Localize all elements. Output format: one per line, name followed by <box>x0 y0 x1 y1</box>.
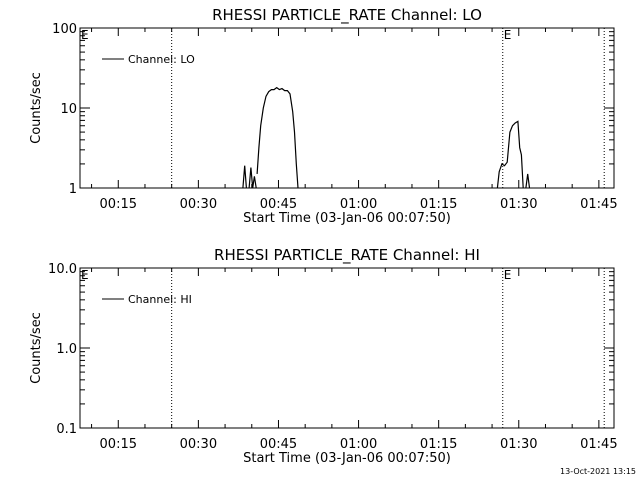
footer-timestamp: 13-Oct-2021 13:15 <box>560 467 636 476</box>
y-axis-label: Counts/sec <box>29 312 44 384</box>
y-tick-label: 100 <box>52 22 77 37</box>
legend-entry: Channel: LO <box>128 53 195 66</box>
x-tick-label: 00:15 <box>100 197 137 212</box>
plot-frame <box>79 267 615 429</box>
data-series-line <box>525 173 531 188</box>
x-axis-label: Start Time (03-Jan-06 00:07:50) <box>243 451 451 466</box>
x-tick-label: 00:45 <box>260 197 297 212</box>
x-tick-label: 00:15 <box>100 437 137 452</box>
y-tick-label: 0.1 <box>56 422 77 437</box>
chart-title: RHESSI PARTICLE_RATE Channel: HI <box>214 246 480 265</box>
x-tick-label: 00:30 <box>180 197 217 212</box>
edge-label: E <box>81 28 89 42</box>
edge-label: E <box>81 268 89 282</box>
x-axis-label: Start Time (03-Jan-06 00:07:50) <box>243 211 451 226</box>
x-tick-label: 00:30 <box>180 437 217 452</box>
x-tick-label: 00:45 <box>260 437 297 452</box>
data-series-line <box>496 120 524 188</box>
data-series-line <box>256 86 299 188</box>
chart-title: RHESSI PARTICLE_RATE Channel: LO <box>212 6 482 25</box>
event-marker-label: E <box>504 28 512 42</box>
y-axis-label: Counts/sec <box>29 72 44 144</box>
legend-entry: Channel: HI <box>128 293 192 306</box>
x-tick-label: 01:45 <box>580 437 617 452</box>
y-tick-label: 1.0 <box>56 342 77 357</box>
plot-frame <box>79 27 615 189</box>
x-tick-label: 01:15 <box>420 197 457 212</box>
event-marker-label: E <box>504 268 512 282</box>
y-tick-label: 1 <box>69 182 77 197</box>
chart-panel-hi: RHESSI PARTICLE_RATE Channel: HI 00:15 00:… <box>29 246 618 466</box>
x-tick-label: 01:00 <box>340 437 377 452</box>
y-tick-label: 10.0 <box>48 262 77 277</box>
chart-panel-lo: RHESSI PARTICLE_RATE Channel: LO 00:15 00:… <box>29 6 618 226</box>
data-series-line <box>242 165 247 188</box>
data-series-line <box>248 167 257 188</box>
x-tick-label: 01:15 <box>420 437 457 452</box>
y-tick-label: 10 <box>60 102 77 117</box>
x-tick-label: 01:00 <box>340 197 377 212</box>
x-tick-label: 01:30 <box>500 437 537 452</box>
x-tick-label: 01:45 <box>580 197 617 212</box>
x-tick-label: 01:30 <box>500 197 537 212</box>
